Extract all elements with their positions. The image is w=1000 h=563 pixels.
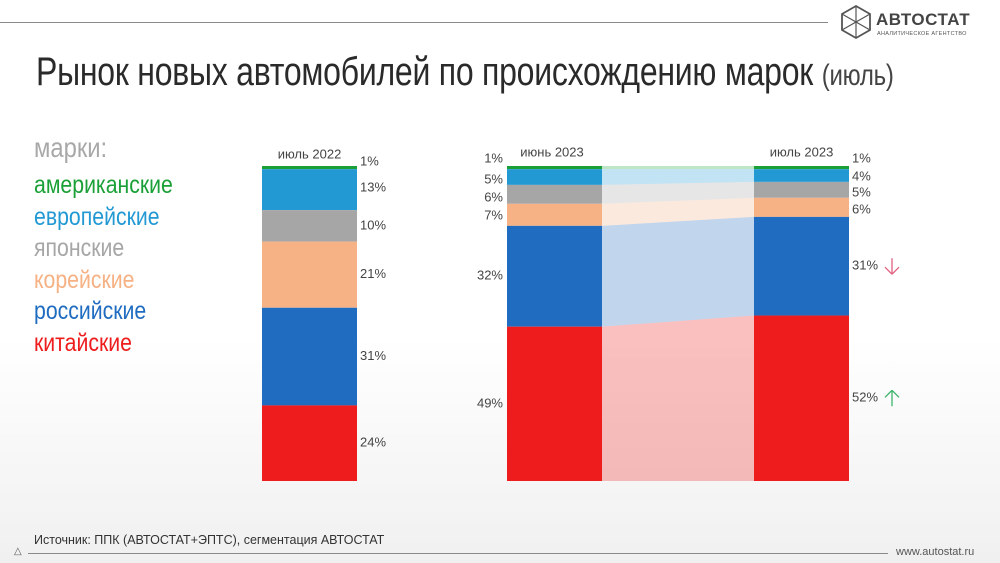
data-label-jul2023: 52%: [852, 390, 878, 405]
category-label-2022: июль 2022: [278, 146, 342, 161]
bar-jun2023-segment: [507, 166, 602, 170]
data-label-2022: 13%: [360, 179, 386, 194]
connector-band: [602, 216, 754, 327]
legend-title: марки:: [34, 132, 108, 163]
data-label-jul2023: 31%: [852, 258, 878, 273]
warning-triangle-icon: △: [14, 546, 22, 557]
category-label-jun2023: июнь 2023: [520, 144, 584, 159]
title-text: Рынок новых автомобилей по происхождению…: [36, 50, 814, 94]
site-url: www.autostat.ru: [896, 546, 975, 558]
connector-band: [602, 166, 754, 170]
connector-band: [602, 315, 754, 481]
bar-jul2023-segment: [754, 197, 849, 217]
bar-jun2023-segment: [507, 225, 602, 327]
title-note: (июль): [821, 59, 894, 92]
data-label-2022: 10%: [360, 217, 386, 232]
data-label-jul2023: 6%: [852, 201, 871, 216]
connector-band: [602, 197, 754, 226]
bar-jun2023-segment: [507, 184, 602, 204]
bar-jul2023-segment: [754, 181, 849, 198]
legend-item: японские: [34, 234, 125, 262]
connector-band: [602, 169, 754, 185]
legend-item: корейские: [34, 265, 135, 294]
category-label-jul2023: июль 2023: [770, 144, 834, 159]
data-label-jul2023: 4%: [852, 168, 871, 183]
bar-2022-segment: [262, 405, 357, 481]
bar-2022-segment: [262, 210, 357, 242]
data-label-2022: 31%: [360, 348, 386, 363]
bar-jun2023-segment: [507, 169, 602, 185]
data-label-jul2023: 5%: [852, 184, 871, 199]
footer-divider: [28, 553, 888, 554]
bar-2022-segment: [262, 169, 357, 211]
bar-jun2023-segment: [507, 203, 602, 226]
bar-2022-segment: [262, 307, 357, 406]
bar-2022-segment: [262, 166, 357, 170]
logo-name: АВТОСТАТ: [876, 10, 971, 29]
data-label-jun2023: 32%: [477, 268, 503, 283]
data-label-jun2023: 5%: [484, 171, 503, 186]
page-title: Рынок новых автомобилей по происхождению…: [36, 50, 894, 95]
data-label-jul2023: 1%: [852, 150, 871, 165]
legend-item: российские: [34, 297, 147, 325]
legend-item: американские: [34, 171, 173, 199]
bar-jul2023-segment: [754, 216, 849, 316]
bar-jun2023-segment: [507, 326, 602, 481]
trend-arrow-down-icon: [884, 258, 900, 275]
data-label-jun2023: 1%: [484, 150, 503, 165]
data-label-jun2023: 7%: [484, 207, 503, 222]
trend-arrow-up-icon: [884, 389, 900, 407]
data-label-2022: 21%: [360, 266, 386, 281]
legend: американские европейские японские корейские…: [34, 170, 197, 359]
data-label-jun2023: 6%: [484, 189, 503, 204]
connector-band: [602, 181, 754, 204]
logo-hexagon-icon: [841, 4, 871, 40]
data-label-2022: 1%: [360, 153, 379, 168]
legend-item: китайские: [34, 328, 132, 357]
logo-subtitle: АНАЛИТИЧЕСКОЕ АГЕНТСТВО: [877, 31, 967, 37]
legend-item: европейские: [34, 202, 160, 231]
header-divider: [0, 22, 828, 23]
bar-jul2023-segment: [754, 166, 849, 170]
autostat-logo: АВТОСТАТ АНАЛИТИЧЕСКОЕ АГЕНТСТВО: [838, 4, 988, 44]
data-label-2022: 24%: [360, 435, 386, 450]
data-label-jun2023: 49%: [477, 395, 503, 410]
bar-jul2023-segment: [754, 315, 849, 481]
bar-jul2023-segment: [754, 169, 849, 182]
bar-2022-segment: [262, 241, 357, 308]
source-note: Источник: ППК (АВТОСТАТ+ЭПТС), сегментац…: [34, 533, 385, 547]
